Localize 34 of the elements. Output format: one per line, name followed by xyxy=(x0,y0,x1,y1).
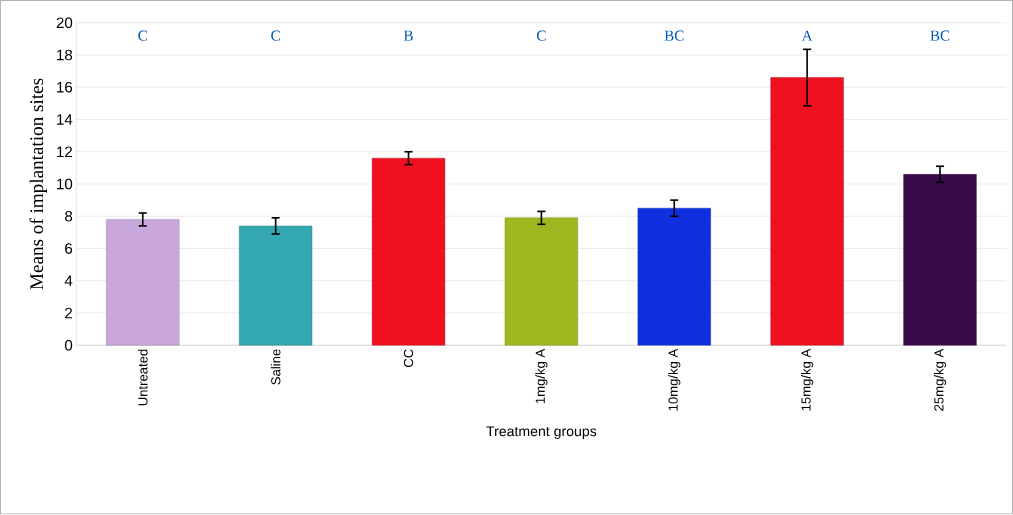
x-tick-label: 1mg/kg A xyxy=(535,349,548,404)
y-tick-label: 2 xyxy=(65,307,73,319)
x-tick-label: Untreated xyxy=(137,349,148,406)
bar xyxy=(903,174,977,346)
annotation: BC xyxy=(930,30,950,41)
x-tick-label: 25mg/kg A xyxy=(933,349,947,411)
y-axis-title: Means of implantation sites xyxy=(29,78,48,290)
y-tick-label: 8 xyxy=(65,211,73,222)
x-tick-label: Saline xyxy=(270,349,281,385)
annotation: C xyxy=(536,30,546,41)
annotation: C xyxy=(138,30,147,41)
x-tick-label: 15mg/kg A xyxy=(801,349,814,411)
bar xyxy=(770,77,844,346)
bar xyxy=(637,208,711,346)
y-tick-label: 20 xyxy=(56,17,73,29)
y-tick-label: 16 xyxy=(57,82,73,93)
annotation: A xyxy=(801,30,813,41)
x-tick-label: CC xyxy=(403,349,414,368)
y-tick-label: 10 xyxy=(57,178,73,190)
bar xyxy=(504,217,578,346)
bar xyxy=(106,219,180,346)
y-tick-label: 4 xyxy=(64,275,73,287)
x-tick-label: 10mg/kg A xyxy=(668,349,681,411)
bar xyxy=(371,158,446,346)
y-tick-label: 6 xyxy=(65,243,73,255)
y-tick-label: 14 xyxy=(57,114,73,125)
annotation: B xyxy=(403,30,413,41)
x-axis-title: Treatment groups xyxy=(486,426,597,440)
annotation: BC xyxy=(664,30,684,41)
annotation: C xyxy=(271,30,280,41)
y-tick-label: 18 xyxy=(57,49,73,61)
bar xyxy=(239,225,313,346)
y-tick-label: 12 xyxy=(57,146,73,158)
y-tick-label: 0 xyxy=(64,340,73,351)
